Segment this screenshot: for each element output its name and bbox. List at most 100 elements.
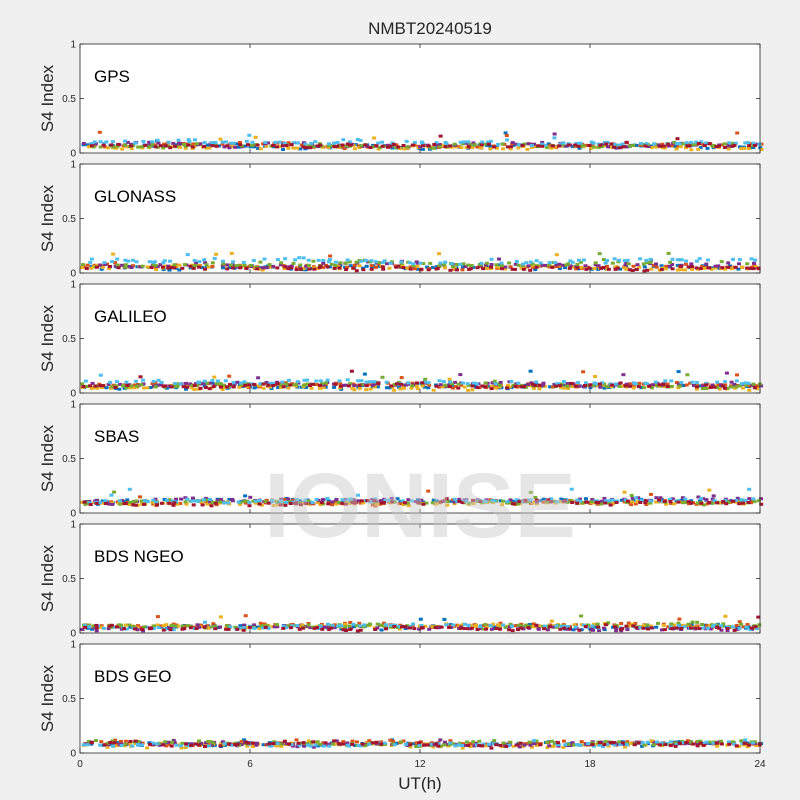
data-point xyxy=(176,624,180,628)
data-point xyxy=(151,627,156,630)
data-point xyxy=(640,744,645,748)
data-point xyxy=(468,143,473,147)
data-point xyxy=(377,264,382,268)
data-point xyxy=(330,742,335,746)
data-point xyxy=(341,740,346,744)
data-point xyxy=(411,622,416,626)
data-point xyxy=(213,501,218,505)
data-point xyxy=(644,503,649,506)
data-point xyxy=(211,741,216,745)
data-point xyxy=(478,499,483,503)
chart-title: NMBT20240519 xyxy=(368,19,492,38)
data-point xyxy=(359,383,364,387)
y-tick-label: 1 xyxy=(70,640,76,651)
data-point xyxy=(318,742,323,746)
data-point xyxy=(263,625,268,629)
data-point xyxy=(368,500,373,504)
data-point xyxy=(396,264,401,268)
data-point xyxy=(489,746,494,750)
data-point xyxy=(230,145,235,149)
data-point xyxy=(191,266,196,270)
data-point xyxy=(209,141,214,145)
data-point xyxy=(713,264,718,268)
data-point xyxy=(122,627,127,631)
data-point xyxy=(404,139,409,143)
data-point xyxy=(489,385,494,389)
data-point xyxy=(225,267,230,271)
data-point xyxy=(122,143,127,147)
data-point xyxy=(138,375,143,379)
data-point xyxy=(505,145,510,149)
data-point xyxy=(641,386,646,390)
data-point xyxy=(640,498,644,502)
data-point xyxy=(113,738,118,742)
data-point xyxy=(225,144,230,148)
data-point xyxy=(297,743,302,747)
data-point xyxy=(397,385,401,389)
data-point xyxy=(320,627,325,631)
data-point xyxy=(328,254,333,258)
data-point xyxy=(618,146,623,150)
data-point xyxy=(513,267,518,271)
data-point xyxy=(461,262,466,266)
data-point xyxy=(457,497,462,501)
data-point xyxy=(276,503,280,507)
y-tick-label: 0.5 xyxy=(62,334,76,345)
data-point xyxy=(151,741,155,745)
data-point xyxy=(98,743,103,747)
y-axis-label: S4 Index xyxy=(38,424,57,492)
data-point xyxy=(498,380,503,384)
data-point xyxy=(581,370,586,374)
data-point xyxy=(192,259,197,263)
data-point xyxy=(301,145,306,149)
data-point xyxy=(447,743,452,747)
data-point xyxy=(105,745,110,749)
data-point xyxy=(438,134,443,138)
data-point xyxy=(503,265,508,269)
data-point xyxy=(109,493,114,497)
data-point xyxy=(450,386,455,390)
data-point xyxy=(631,144,636,147)
data-point xyxy=(566,143,571,147)
data-point xyxy=(642,743,647,747)
data-point xyxy=(236,145,241,149)
data-point xyxy=(722,386,727,390)
data-point xyxy=(213,141,218,144)
data-point xyxy=(641,626,646,630)
data-point xyxy=(91,265,96,268)
data-point xyxy=(302,383,307,387)
data-point xyxy=(280,144,285,148)
data-point xyxy=(493,382,498,386)
data-point xyxy=(480,140,485,144)
data-point xyxy=(125,145,130,149)
data-point xyxy=(694,259,699,263)
data-point xyxy=(107,624,112,628)
data-point xyxy=(293,258,298,262)
data-point xyxy=(679,268,684,272)
data-point xyxy=(488,144,493,148)
data-point xyxy=(493,386,498,390)
data-point xyxy=(757,499,761,503)
data-point xyxy=(225,263,230,267)
data-point xyxy=(274,499,279,503)
data-point xyxy=(242,263,247,267)
data-point xyxy=(191,503,196,507)
data-point xyxy=(463,265,468,268)
data-point xyxy=(332,623,337,627)
data-point xyxy=(598,143,603,147)
data-point xyxy=(322,744,326,748)
data-point xyxy=(123,739,128,743)
data-point xyxy=(347,624,352,628)
data-point xyxy=(442,263,447,267)
data-point xyxy=(692,384,696,387)
data-point xyxy=(183,500,188,504)
data-point xyxy=(513,384,518,388)
data-point xyxy=(324,625,329,629)
data-point xyxy=(210,625,215,629)
data-point xyxy=(534,380,539,384)
data-point xyxy=(463,622,467,626)
data-point xyxy=(547,265,552,269)
data-point xyxy=(623,384,628,388)
data-point xyxy=(315,383,319,387)
data-point xyxy=(689,501,694,505)
